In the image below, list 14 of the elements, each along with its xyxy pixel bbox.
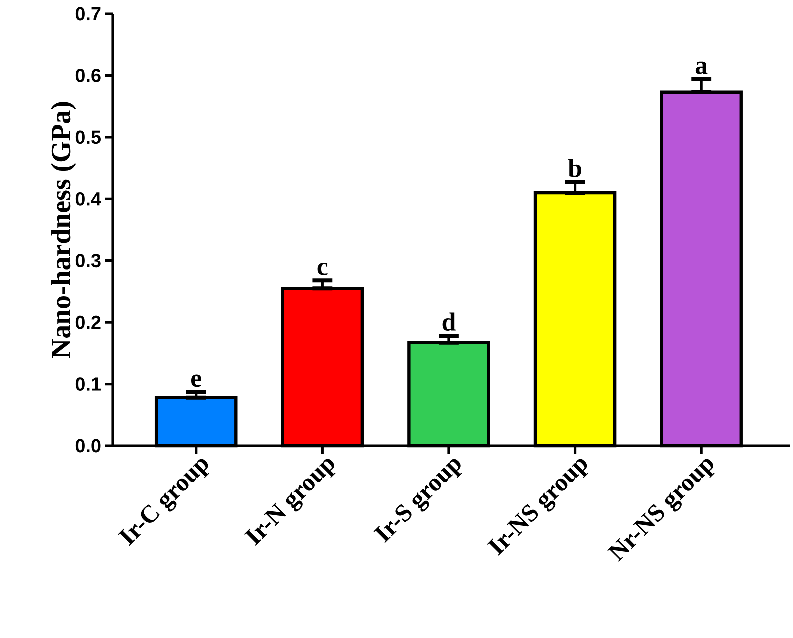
y-tick-label: 0.2 [76,316,101,330]
y-tick-label: 0.7 [76,7,101,21]
annotation: e [192,374,202,388]
y-tick-label: 0.3 [76,254,101,268]
annotation: a [696,62,708,74]
annotation: b [568,159,582,178]
y-tick-label: 0.4 [76,192,102,206]
y-tick-label: 0.6 [76,69,101,82]
annotation: c [318,262,328,276]
y-tick-label: 0.1 [76,378,101,391]
annotation: d [442,312,456,331]
y-tick-label: 0.5 [76,130,101,144]
y-tick-label: 0.0 [76,439,101,453]
y-axis-title: Nano-hardness (GPa) [51,102,76,358]
